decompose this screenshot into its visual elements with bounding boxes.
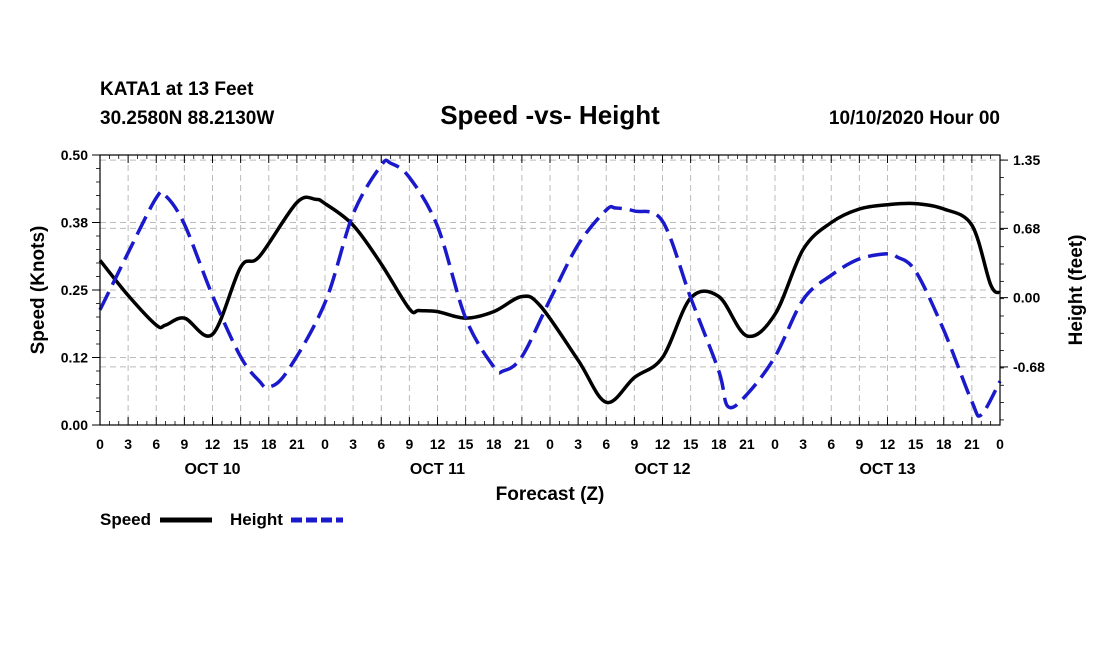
x-tick-label: 0 (996, 436, 1004, 452)
issued-time-label: 10/10/2020 Hour 00 (829, 108, 1000, 129)
x-axis-title: Forecast (Z) (496, 484, 605, 505)
x-tick-label: 12 (430, 436, 446, 452)
x-tick-label: 0 (321, 436, 329, 452)
y2-axis-title: Height (feet) (1066, 235, 1087, 346)
x-tick-label: 3 (799, 436, 807, 452)
legend-height-label: Height (230, 510, 283, 529)
x-tick-label: 21 (739, 436, 755, 452)
x-tick-label: 6 (602, 436, 610, 452)
y-tick-label: 0.12 (61, 350, 88, 366)
x-tick-label: 6 (827, 436, 835, 452)
x-tick-label: 6 (152, 436, 160, 452)
grid-lines (100, 155, 1000, 425)
x-tick-label: 15 (908, 436, 924, 452)
y2-tick-label: 0.00 (1013, 290, 1040, 306)
x-tick-label: 21 (289, 436, 305, 452)
x-tick-label: 9 (630, 436, 638, 452)
x-day-label: OCT 12 (634, 461, 690, 478)
x-tick-label: 3 (124, 436, 132, 452)
speed-series-line (98, 195, 1002, 405)
x-tick-label: 0 (546, 436, 554, 452)
coordinates-label: 30.2580N 88.2130W (100, 108, 274, 129)
x-day-label: OCT 13 (859, 461, 915, 478)
y2-tick-label: -0.68 (1013, 359, 1045, 375)
y-tick-label: 0.38 (61, 215, 88, 231)
y-tick-label: 0.25 (61, 282, 88, 298)
x-tick-label: 3 (574, 436, 582, 452)
x-tick-label: 21 (964, 436, 980, 452)
x-tick-label: 12 (655, 436, 671, 452)
series-lines (98, 158, 1002, 418)
station-label: KATA1 at 13 Feet (100, 79, 254, 100)
x-tick-label: 15 (458, 436, 474, 452)
x-day-label: OCT 10 (184, 461, 240, 478)
legend-speed-label: Speed (100, 510, 151, 529)
y2-tick-label: 0.68 (1013, 220, 1040, 236)
x-tick-label: 12 (880, 436, 896, 452)
x-tick-label: 12 (205, 436, 221, 452)
x-tick-label: 9 (180, 436, 188, 452)
axis-ticks: 0 3 6 9 12 15 18 21 0 3 6 9 12 15 18 21 0 3 6 9 12 15 18 21 0 3 6 9… (61, 147, 1045, 478)
y-tick-label: 0.00 (61, 417, 88, 433)
height-series-line (98, 158, 1002, 418)
x-tick-label: 15 (683, 436, 699, 452)
chart-title: Speed -vs- Height (440, 100, 660, 130)
x-tick-label: 18 (711, 436, 727, 452)
x-tick-label: 0 (771, 436, 779, 452)
x-tick-label: 15 (233, 436, 249, 452)
legend: Speed Height (100, 510, 343, 529)
y2-tick-label: 1.35 (1013, 152, 1040, 168)
x-tick-label: 9 (405, 436, 413, 452)
x-day-label: OCT 11 (410, 461, 465, 478)
x-tick-label: 3 (349, 436, 357, 452)
x-tick-label: 18 (486, 436, 502, 452)
x-tick-label: 9 (855, 436, 863, 452)
x-tick-label: 0 (96, 436, 104, 452)
x-tick-label: 18 (936, 436, 952, 452)
x-tick-label: 21 (514, 436, 530, 452)
x-tick-label: 18 (261, 436, 277, 452)
y-tick-label: 0.50 (61, 147, 88, 163)
y-axis-title: Speed (Knots) (28, 226, 49, 355)
x-tick-label: 6 (377, 436, 385, 452)
